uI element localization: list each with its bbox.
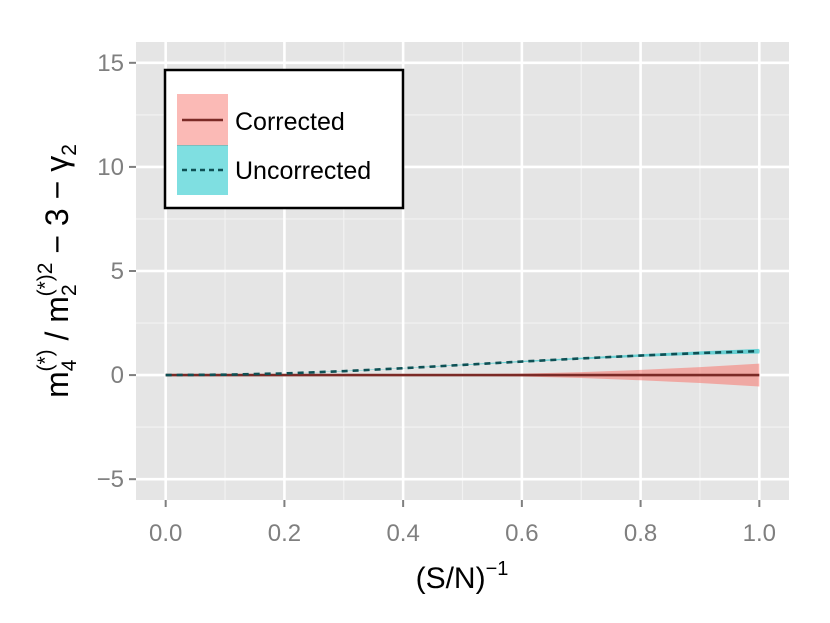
y-axis-title-sub4: 4 [58,359,81,371]
line-uncorrected [165,349,760,377]
x-tick-label: 0.2 [268,520,301,547]
y-tick-label: 5 [111,258,124,285]
y-axis-title-sup4: (*) [34,349,57,371]
y-tick-label: 0 [111,362,124,389]
axes: 0.0 0.2 0.4 0.6 0.8 1.0 −5 0 5 10 15 [97,50,776,547]
legend-item-corrected: Corrected [177,94,345,146]
x-axis-title-superscript: −1 [486,558,509,580]
y-axis-title: m4(*) / m2(*)2 − 3 − γ2 [34,144,81,398]
y-axis-title-sup2: (*)2 [34,263,57,297]
legend-item-uncorrected: Uncorrected [177,145,371,195]
x-axis-title: (S/N)−1 [416,558,509,595]
legend-label-corrected: Corrected [235,108,345,136]
legend-label-uncorrected: Uncorrected [235,157,371,185]
y-axis-title-gamma-sub: 2 [58,144,81,156]
y-axis-title-slash-m2: / m [39,296,75,349]
y-axis-title-m4: m [39,371,75,398]
x-tick-label: 1.0 [743,520,776,547]
y-tick-label: 15 [97,50,124,77]
x-tick-label: 0.0 [149,520,182,547]
series-lines [165,349,760,377]
legend: Corrected Uncorrected [163,68,405,210]
y-tick-label: 10 [97,154,124,181]
x-axis-title-base: (S/N) [416,562,486,595]
x-tick-label: 0.8 [624,520,657,547]
ribbon-uncorrected [165,348,760,376]
x-tick-label: 0.6 [505,520,538,547]
y-axis-title-sub2: 2 [58,284,81,296]
x-tick-label: 0.4 [386,520,419,547]
y-axis-title-minus3-gamma: − 3 − γ [39,156,75,263]
y-tick-label: −5 [97,466,124,493]
